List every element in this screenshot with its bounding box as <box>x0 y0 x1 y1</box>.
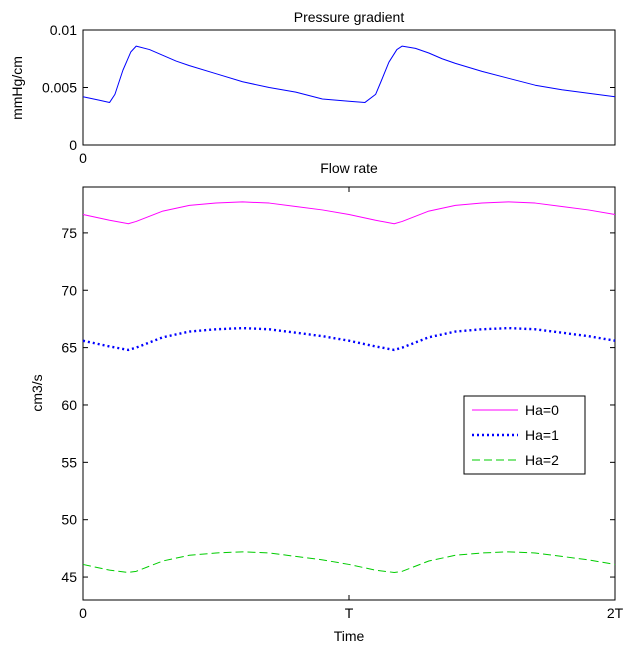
pressure-chart-title: Pressure gradient <box>294 9 405 25</box>
flow-y-tick-label: 45 <box>61 569 77 585</box>
flow-y-tick-label: 50 <box>61 512 77 528</box>
flow-y-tick-label: 55 <box>61 454 77 470</box>
pressure-gradient-panel: Pressure gradient mmHg/cm 0 0 0.005 0.01 <box>9 9 616 166</box>
flow-rate-panel: Flow rate cm3/s Time 0 T 2T 45 50 55 60 65 70 75… <box>29 160 624 644</box>
pressure-series <box>82 45 616 103</box>
legend-box <box>463 395 586 475</box>
pressure-y-tick-label: 0 <box>69 137 77 153</box>
flow-series-line-0 <box>82 201 616 225</box>
flow-x-tick-label: 2T <box>607 605 624 621</box>
flow-plot-area <box>82 186 616 601</box>
flow-y-tick-label: 60 <box>61 397 77 413</box>
pressure-plot-area <box>82 29 616 146</box>
flow-series <box>82 201 616 573</box>
flow-x-tick-label: T <box>345 605 354 621</box>
flow-y-tick-label: 65 <box>61 340 77 356</box>
pressure-x-ticks: 0 <box>79 30 87 166</box>
flow-x-tick-label: 0 <box>79 605 87 621</box>
pressure-series-line-0 <box>82 45 616 103</box>
flow-x-axis-label: Time <box>334 628 365 644</box>
flow-chart-title: Flow rate <box>320 160 378 176</box>
pressure-y-ticks: 0 0.005 0.01 <box>42 22 615 153</box>
flow-series-line-1 <box>82 326 616 352</box>
flow-y-axis-label: cm3/s <box>29 374 45 411</box>
legend: Ha=0 Ha=1 Ha=2 <box>463 395 586 475</box>
pressure-y-axis-label: mmHg/cm <box>9 56 25 120</box>
legend-label-ha1: Ha=1 <box>525 427 559 443</box>
pressure-x-tick-label: 0 <box>79 150 87 166</box>
pressure-y-tick-label: 0.005 <box>42 80 77 96</box>
flow-y-tick-label: 75 <box>61 225 77 241</box>
flow-x-ticks: 0 T 2T <box>79 187 624 621</box>
flow-series-line-2 <box>82 551 616 573</box>
legend-label-ha2: Ha=2 <box>525 452 559 468</box>
legend-label-ha0: Ha=0 <box>525 402 559 418</box>
flow-y-tick-label: 70 <box>61 282 77 298</box>
flow-y-ticks: 45 50 55 60 65 70 75 <box>61 225 615 585</box>
pressure-y-tick-label: 0.01 <box>50 22 77 38</box>
